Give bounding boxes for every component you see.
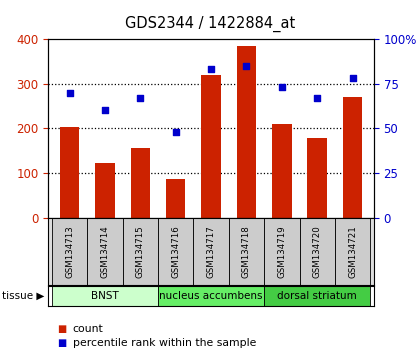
Bar [264, 286, 370, 306]
Point [66, 90, 73, 96]
Text: tissue ▶: tissue ▶ [2, 291, 45, 301]
Bar [166, 179, 185, 218]
Text: percentile rank within the sample: percentile rank within the sample [73, 338, 256, 348]
Text: BNST: BNST [91, 291, 119, 301]
Bar [52, 218, 87, 285]
Text: GSM134721: GSM134721 [348, 225, 357, 278]
Bar [52, 286, 158, 306]
Bar [95, 163, 115, 218]
Text: nucleus accumbens: nucleus accumbens [159, 291, 263, 301]
Text: GSM134716: GSM134716 [171, 225, 180, 278]
Bar [158, 286, 264, 306]
Bar [299, 218, 335, 285]
Text: count: count [73, 324, 103, 333]
Text: ■: ■ [57, 338, 66, 348]
Bar [307, 138, 327, 218]
Point [314, 95, 320, 101]
Bar [158, 218, 193, 285]
Bar [60, 127, 79, 218]
Text: GDS2344 / 1422884_at: GDS2344 / 1422884_at [125, 16, 295, 32]
Point [208, 67, 215, 72]
Bar [335, 218, 370, 285]
Text: GSM134720: GSM134720 [313, 225, 322, 278]
Bar [264, 218, 299, 285]
Bar [193, 218, 229, 285]
Bar [343, 97, 362, 218]
Text: GSM134713: GSM134713 [65, 225, 74, 278]
Bar [87, 218, 123, 285]
Text: ■: ■ [57, 324, 66, 333]
Bar [272, 124, 291, 218]
Point [137, 95, 144, 101]
Text: GSM134718: GSM134718 [242, 225, 251, 278]
Point [102, 108, 108, 113]
Bar [131, 148, 150, 218]
Bar [237, 46, 256, 218]
Point [243, 63, 250, 69]
Text: GSM134714: GSM134714 [100, 225, 109, 278]
Point [278, 84, 285, 90]
Point [172, 129, 179, 135]
Text: GSM134715: GSM134715 [136, 225, 145, 278]
Text: GSM134717: GSM134717 [207, 225, 215, 278]
Bar [201, 75, 221, 218]
Bar [123, 218, 158, 285]
Text: dorsal striatum: dorsal striatum [277, 291, 357, 301]
Point [349, 75, 356, 81]
Text: GSM134719: GSM134719 [277, 225, 286, 278]
Bar [229, 218, 264, 285]
